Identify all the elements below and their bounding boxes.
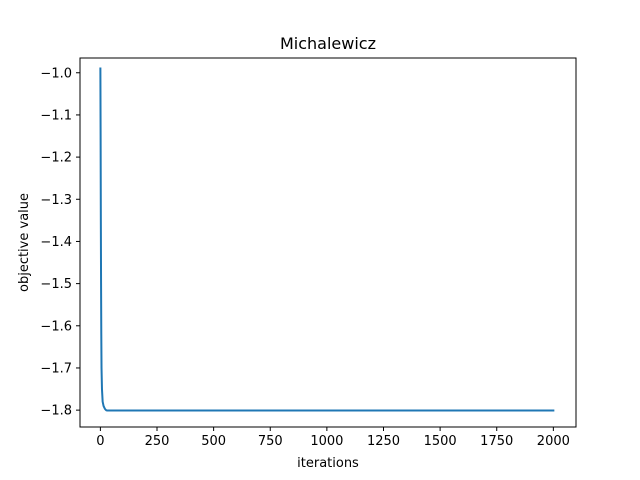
y-tick-label: −1.0 [40, 66, 72, 81]
x-tick-label: 750 [258, 434, 283, 449]
x-tick-label: 0 [96, 434, 104, 449]
x-axis-label: iterations [297, 456, 359, 471]
axes-frame [79, 57, 577, 428]
y-tick-label: −1.3 [40, 193, 72, 208]
x-tick-label: 500 [201, 434, 226, 449]
y-tick-label: −1.2 [40, 151, 72, 166]
y-tick-label: −1.8 [40, 404, 72, 419]
y-tick-label: −1.6 [40, 319, 72, 334]
series-line-0 [99, 67, 555, 412]
x-axis-ticks: 0 250 500 750 1000 1250 1500 1750 2000 [96, 427, 570, 449]
x-tick-label: 1500 [424, 434, 457, 449]
y-tick-label: −1.5 [40, 277, 72, 292]
y-axis-label: objective value [17, 193, 32, 292]
y-tick-label: −1.4 [40, 235, 72, 250]
plot-area [99, 67, 555, 412]
x-tick-label: 250 [145, 434, 170, 449]
y-tick-label: −1.1 [40, 108, 72, 123]
chart-title: Michalewicz [280, 34, 376, 53]
x-tick-label: 1250 [367, 434, 400, 449]
y-tick-label: −1.7 [40, 361, 72, 376]
x-tick-label: 1750 [480, 434, 513, 449]
x-tick-label: 1000 [310, 434, 343, 449]
x-tick-label: 2000 [537, 434, 570, 449]
y-axis-ticks: −1.0 −1.1 −1.2 −1.3 −1.4 −1.5 −1.6 −1.7 −1.8 [40, 66, 80, 419]
